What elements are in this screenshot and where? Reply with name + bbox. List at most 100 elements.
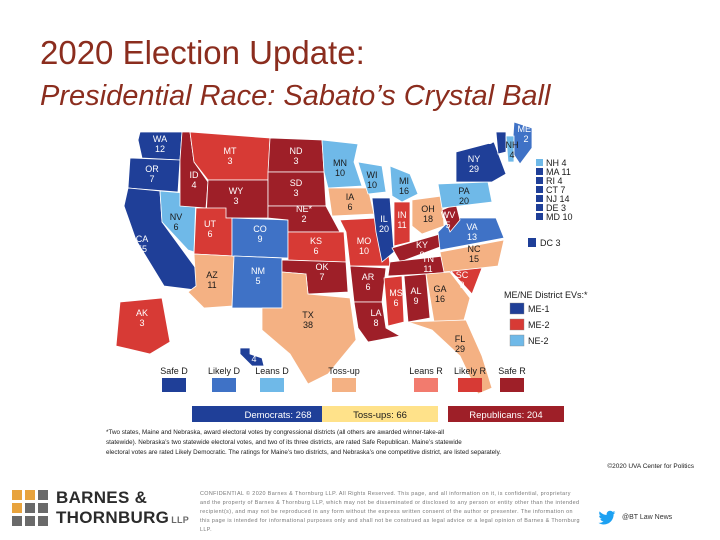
state-label-tx: TX xyxy=(302,310,314,320)
state-ev-ok: 7 xyxy=(319,272,324,282)
state-label-mn: MN xyxy=(333,158,347,168)
ne-swatch-ri xyxy=(536,177,543,184)
state-label-me: ME* xyxy=(517,124,535,134)
ne-label-ri: RI 4 xyxy=(546,176,563,186)
state-ev-wa: 12 xyxy=(155,144,165,154)
ne-swatch-ct xyxy=(536,186,543,193)
legend-swatch-likely-r xyxy=(458,378,482,392)
logo-squares-icon xyxy=(12,490,50,528)
state-label-nd: ND xyxy=(290,146,303,156)
state-ev-va: 13 xyxy=(467,232,477,242)
totals-bar-0 xyxy=(192,406,364,422)
district-swatch-me-2 xyxy=(509,318,525,331)
state-ev-id: 4 xyxy=(191,180,196,190)
confidentiality-notice: CONFIDENTIAL © 2020 Barnes & Thornburg L… xyxy=(200,491,580,533)
state-ev-ky: 8 xyxy=(419,250,424,260)
state-label-ga: GA xyxy=(433,284,446,294)
state-ev-az: 11 xyxy=(207,280,216,290)
electoral-map: WA12OR7CA55NV6ID4MT3WY3UT6AZ11CO9NM5ND3S… xyxy=(100,122,700,474)
state-label-ia: IA xyxy=(346,192,355,202)
totals-label-democrats-268: Democrats: 268 xyxy=(244,410,311,421)
district-label-ne-2: NE-2 xyxy=(528,336,549,346)
footnote: *Two states, Maine and Nebraska, award e… xyxy=(106,429,695,470)
dc-swatch xyxy=(528,238,536,247)
legend-label-leans-r: Leans R xyxy=(409,366,443,376)
state-label-wv: WV xyxy=(441,210,456,220)
state-ev-mi: 16 xyxy=(399,186,409,196)
state-ev-me: 2 xyxy=(523,134,528,144)
state-label-ca: CA xyxy=(136,234,149,244)
state-ev-ia: 6 xyxy=(347,202,352,212)
logo-line-1: BARNES & xyxy=(56,488,148,507)
totals-label-republicans-204: Republicans: 204 xyxy=(469,410,542,421)
twitter-handle[interactable]: @BT Law News xyxy=(622,514,673,521)
state-pa xyxy=(437,181,493,209)
ne-label-md: MD 10 xyxy=(546,212,573,222)
footnote-line-0: *Two states, Maine and Nebraska, award e… xyxy=(106,429,444,436)
state-ev-ca: 55 xyxy=(137,244,147,254)
state-label-ak: AK xyxy=(136,308,148,318)
state-label-mi: MI xyxy=(399,176,409,186)
state-oh xyxy=(411,195,445,235)
state-label-sd: SD xyxy=(290,178,303,188)
ne-swatch-ma xyxy=(536,168,543,175)
state-wi xyxy=(357,161,387,195)
state-ev-vt: 3 xyxy=(487,136,492,146)
ne-label-ct: CT 7 xyxy=(546,185,565,195)
state-label-id: ID xyxy=(190,170,200,180)
totals-label-toss-ups-66: Toss-ups: 66 xyxy=(353,410,407,421)
state-ev-pa: 20 xyxy=(459,196,469,206)
district-evs-title: ME/NE District EVs:* xyxy=(504,290,588,300)
state-label-il: IL xyxy=(380,214,388,224)
state-ev-mt: 3 xyxy=(227,156,232,166)
state-label-ok: OK xyxy=(315,262,328,272)
district-evs-box: ME/NE District EVs:* ME-1 ME-2 NE-2 xyxy=(504,290,588,347)
state-ev-nc: 15 xyxy=(469,254,479,264)
totals-bar-1 xyxy=(322,406,438,422)
state-label-hi: HI xyxy=(250,344,259,354)
state-label-pa: PA xyxy=(458,186,469,196)
district-swatch-ne-2 xyxy=(509,334,525,347)
state-ev-ks: 6 xyxy=(313,246,318,256)
state-label-al: AL xyxy=(410,286,421,296)
ne-label-nj: NJ 14 xyxy=(546,194,570,204)
legend-swatch-leans-r xyxy=(414,378,438,392)
state-label-ny: NY xyxy=(468,154,481,164)
state-al xyxy=(403,273,431,323)
ne-label-nh: NH 4 xyxy=(546,158,567,168)
district-label-me-1: ME-1 xyxy=(528,304,550,314)
state-label-ut: UT xyxy=(204,219,216,229)
state-label-ne: NE* xyxy=(296,204,313,214)
state-ev-hi: 4 xyxy=(251,354,256,364)
state-ga xyxy=(425,271,471,323)
state-label-wy: WY xyxy=(229,186,244,196)
legend-label-likely-r: Likely R xyxy=(454,366,487,376)
state-label-sc: SC xyxy=(456,270,469,280)
state-label-nv: NV xyxy=(170,212,183,222)
state-ev-nm: 5 xyxy=(255,276,260,286)
state-nh xyxy=(505,135,515,163)
state-ev-wy: 3 xyxy=(233,196,238,206)
state-ev-ny: 29 xyxy=(469,164,479,174)
logo-llp: LLP xyxy=(171,515,190,525)
state-label-ar: AR xyxy=(362,272,375,282)
state-ev-nh: 4 xyxy=(509,150,514,160)
twitter-bird-icon[interactable] xyxy=(598,510,616,526)
legend-swatch-leans-d xyxy=(260,378,284,392)
state-ak xyxy=(115,297,171,355)
state-label-nh: NH xyxy=(506,140,519,150)
legend-swatch-likely-d xyxy=(212,378,236,392)
state-ev-tx: 38 xyxy=(303,320,313,330)
state-mn xyxy=(321,139,363,189)
state-label-nc: NC xyxy=(468,244,481,254)
state-ev-ar: 6 xyxy=(365,282,370,292)
state-ev-ga: 16 xyxy=(435,294,445,304)
state-fl xyxy=(407,319,493,395)
state-label-va: VA xyxy=(466,222,477,232)
state-label-wa: WA xyxy=(153,134,167,144)
state-hi xyxy=(239,347,265,367)
electoral-map-panel: WA 12 OR 7 CA 55 NV 6 ID 4 MT 3 WY 3 UT 6 AZ 11 CO 9 NM 5 ND 3 S… xyxy=(100,122,700,474)
state-label-fl: FL xyxy=(455,334,466,344)
state-ev-il: 20 xyxy=(379,224,389,234)
